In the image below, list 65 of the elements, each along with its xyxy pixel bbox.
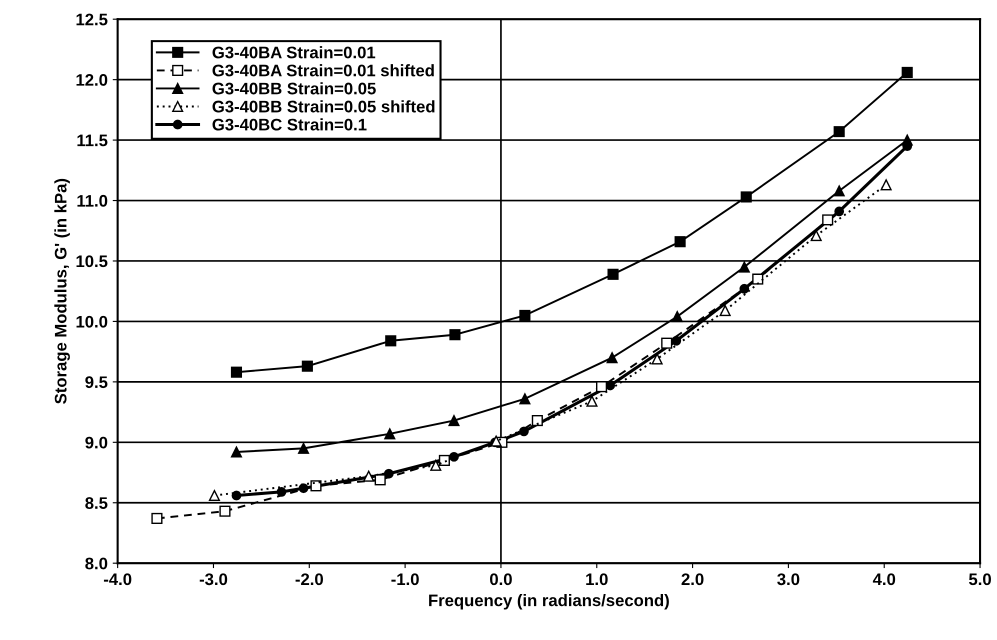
point <box>532 414 543 426</box>
point <box>738 261 750 273</box>
point <box>438 454 450 466</box>
point <box>448 414 460 426</box>
x-tick-label: 0.0 <box>490 573 512 586</box>
y-tick-label: 12.5 <box>76 14 108 26</box>
point <box>363 470 374 482</box>
point <box>302 360 313 372</box>
legend-label: G3-40BB Strain=0.05 <box>212 82 376 94</box>
point <box>519 310 530 321</box>
legend-label: G3-40BA Strain=0.01 <box>212 46 376 58</box>
y-tick-label: 9.0 <box>85 436 108 449</box>
point <box>230 366 242 378</box>
legend-label: G3-40BC Strain=0.1 <box>212 118 367 131</box>
y-axis-title: Storage Modulus, G' (in kPa) <box>54 178 70 404</box>
point <box>310 480 322 492</box>
point <box>208 490 220 502</box>
x-tick-label: 2.0 <box>682 573 704 586</box>
y-tick-label: 8.0 <box>85 558 108 570</box>
y-tick-label: 10.5 <box>76 255 108 268</box>
y-tick-label: 11.5 <box>77 134 108 146</box>
point <box>151 512 162 524</box>
legend-label: G3-40BA Strain=0.01 shifted <box>212 64 434 76</box>
x-tick-label: -3.0 <box>200 573 228 586</box>
x-tick-label: 1.0 <box>586 573 608 586</box>
y-tick-label: 12.0 <box>76 74 108 86</box>
y-tick-label: 8.5 <box>85 497 108 509</box>
point <box>902 66 913 78</box>
legend-label: G3-40BB Strain=0.05 shifted <box>212 100 434 113</box>
point <box>834 185 845 196</box>
point <box>385 335 396 346</box>
point <box>449 329 460 340</box>
point <box>672 311 683 322</box>
point <box>607 268 619 280</box>
y-tick-label: 10.0 <box>76 316 108 328</box>
x-tick-label: 3.0 <box>777 573 800 586</box>
x-axis-title: Frequency (in radians/second) <box>429 594 669 610</box>
point <box>606 352 618 364</box>
point <box>519 393 530 404</box>
point <box>232 490 242 500</box>
point <box>810 230 822 242</box>
point <box>880 179 892 190</box>
point <box>298 442 310 454</box>
point <box>661 338 672 349</box>
y-tick-label: 9.5 <box>85 376 108 388</box>
point <box>834 206 844 216</box>
point <box>219 506 231 517</box>
x-tick-label: 4.0 <box>872 573 896 586</box>
point <box>720 304 731 316</box>
point <box>652 353 663 364</box>
point <box>384 428 396 440</box>
point <box>674 236 686 248</box>
point <box>834 126 845 138</box>
x-tick-label: -4.0 <box>104 573 132 586</box>
point <box>230 446 242 458</box>
point <box>374 474 386 486</box>
point <box>596 381 608 392</box>
point <box>822 214 834 226</box>
point <box>740 191 752 202</box>
y-tick-label: 11.0 <box>77 194 108 207</box>
x-tick-label: 5.0 <box>968 573 991 586</box>
x-tick-label: -1.0 <box>391 573 419 586</box>
point <box>586 396 598 407</box>
point <box>752 274 764 285</box>
x-tick-label: -2.0 <box>296 573 323 586</box>
